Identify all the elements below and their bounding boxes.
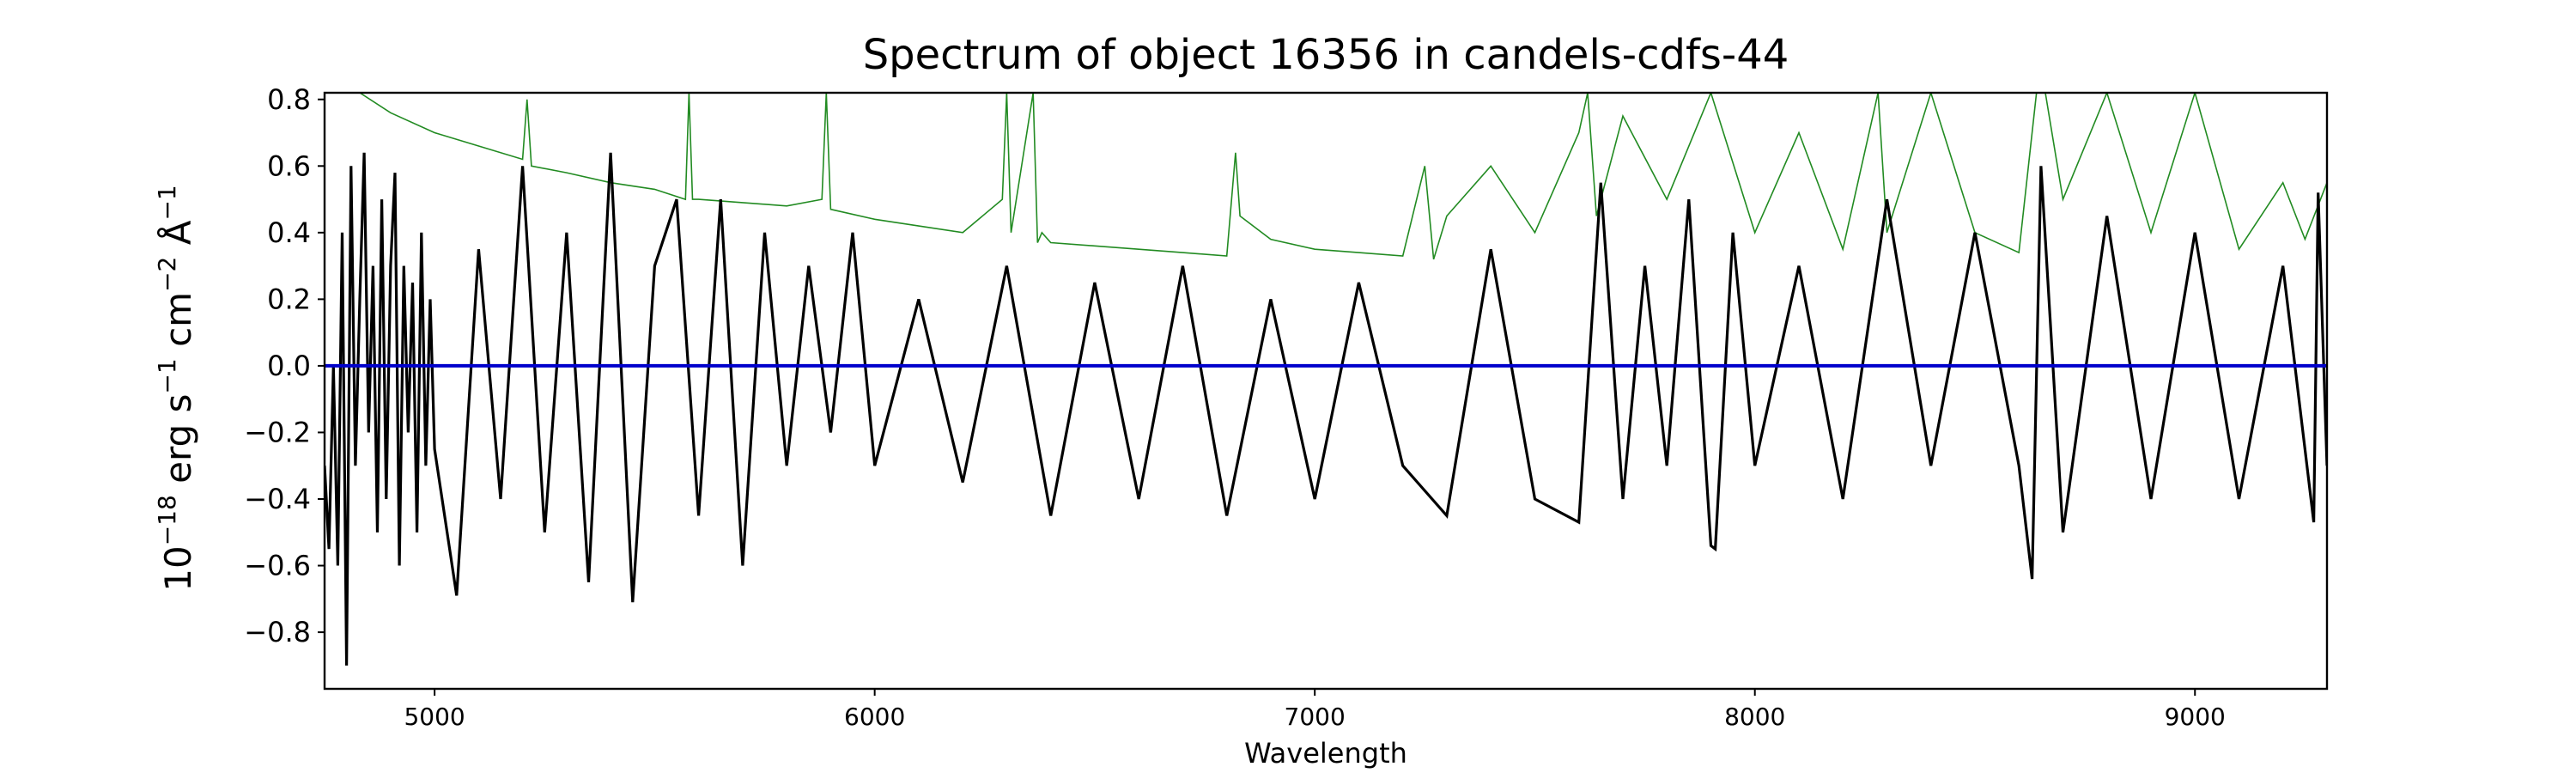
x-axis: 5000 6000 7000 8000 9000 (404, 689, 2226, 731)
y-label-exp4: −1 (153, 185, 181, 220)
series-layer (325, 93, 2327, 666)
plot-area-frame (323, 91, 2329, 691)
y-tick-label: −0.6 (244, 550, 311, 582)
y-tick-label: 0.6 (267, 149, 311, 182)
y-tick-label: 0.2 (267, 283, 311, 315)
y-tick-label: 0.8 (267, 83, 311, 116)
y-axis-label: 10−18 erg s−1 cm−2 Å−1 (153, 185, 199, 591)
y-label-unit1: erg s (157, 394, 199, 496)
x-tick-label: 7000 (1285, 703, 1346, 731)
y-label-unit3: Å (156, 220, 199, 256)
y-axis: −0.8 −0.6 −0.4 −0.2 0.0 0.2 0.4 0.6 0.8 (244, 83, 325, 648)
sky-spectrum-line (359, 93, 2327, 260)
y-tick-label: 0.0 (267, 350, 311, 382)
x-tick-label: 6000 (844, 703, 905, 731)
x-tick-label: 9000 (2165, 703, 2226, 731)
y-tick-label: −0.8 (244, 616, 311, 648)
y-tick-label: −0.4 (244, 483, 311, 515)
y-label-prefix: 10 (157, 545, 199, 591)
y-label-exp1: −18 (153, 495, 181, 545)
x-tick-label: 5000 (404, 703, 465, 731)
chart-title: Spectrum of object 16356 in candels-cdfs… (863, 31, 1789, 79)
y-label-unit2: cm (157, 292, 199, 358)
flux-spectrum-line (325, 152, 2327, 666)
x-tick-label: 8000 (1724, 703, 1785, 731)
y-label-exp3: −2 (153, 257, 181, 292)
x-axis-label: Wavelength (1244, 737, 1407, 770)
y-label-exp2: −1 (153, 358, 181, 393)
y-tick-label: −0.2 (244, 416, 311, 448)
y-tick-label: 0.4 (267, 216, 311, 249)
